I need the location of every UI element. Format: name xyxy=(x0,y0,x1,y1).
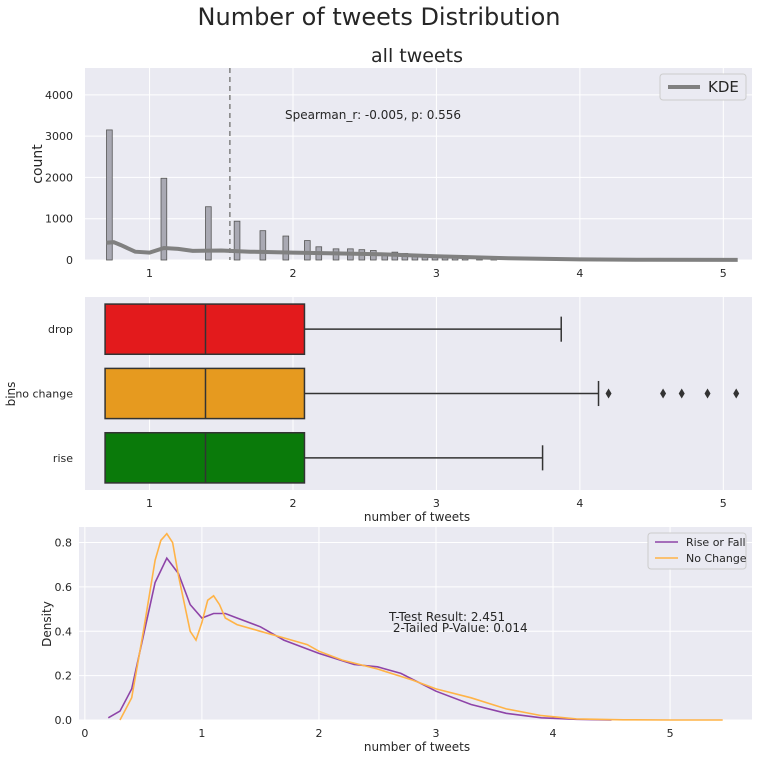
boxplot-ylabel: bins xyxy=(4,382,18,407)
boxplot-category-labels: drop no change rise xyxy=(15,323,73,465)
y-tick-label: 0.4 xyxy=(55,625,73,638)
x-tick-label: 3 xyxy=(432,727,439,740)
legend-kde-label: KDE xyxy=(708,78,739,96)
x-tick-label: 4 xyxy=(550,727,557,740)
histogram-yticks: 0 1000 2000 3000 4000 xyxy=(45,89,73,267)
x-tick-label: 1 xyxy=(146,267,153,280)
no-change-line xyxy=(119,532,723,721)
histogram-bar xyxy=(205,206,212,261)
ttest-annotation-line1: T-Test Result: 2.451 xyxy=(388,610,505,624)
outlier-marker xyxy=(605,388,612,399)
outlier-marker xyxy=(678,388,685,399)
x-tick-label: 3 xyxy=(433,267,440,280)
figure-suptitle: Number of tweets Distribution xyxy=(198,3,561,31)
histogram-bar xyxy=(282,235,290,261)
y-tick-label: 3000 xyxy=(45,130,73,143)
density-plot-area xyxy=(79,527,752,720)
x-tick-label: 2 xyxy=(315,727,322,740)
x-tick-label: 5 xyxy=(720,267,727,280)
histogram-grid xyxy=(85,68,752,261)
x-tick-label: 1 xyxy=(146,497,153,510)
histogram-title: all tweets xyxy=(371,45,463,67)
x-tick-label: 0 xyxy=(81,727,88,740)
ttest-annotation-line2: 2-Tailed P-Value: 0.014 xyxy=(389,621,528,635)
outlier-marker xyxy=(733,388,740,399)
histogram-legend: KDE xyxy=(659,73,747,101)
box-no-change xyxy=(104,367,740,420)
density-ylabel: Density xyxy=(40,601,54,647)
density-xticks: 0 1 2 3 4 5 xyxy=(81,727,673,740)
x-tick-label: 4 xyxy=(576,497,583,510)
category-label: no change xyxy=(15,388,73,401)
y-tick-label: 0.2 xyxy=(55,670,73,683)
y-tick-label: 4000 xyxy=(45,89,73,102)
histogram-bar xyxy=(304,240,311,261)
box-rise xyxy=(104,431,544,484)
y-tick-label: 1000 xyxy=(45,213,73,226)
histogram-plot-area xyxy=(85,68,752,260)
kde-line xyxy=(106,240,738,262)
x-tick-label: 1 xyxy=(198,727,205,740)
outlier-marker xyxy=(704,388,711,399)
boxplot-boxes xyxy=(104,303,740,484)
y-tick-label: 0.8 xyxy=(55,537,73,550)
histogram-panel: all tweets 1 2 3 4 5 0 1000 2000 3000 4000 count… xyxy=(30,45,752,280)
legend-rise-or-fall-label: Rise or Fall xyxy=(686,536,746,549)
boxplot-xticks: 1 2 3 4 5 xyxy=(146,497,727,510)
histogram-bar xyxy=(160,177,168,261)
spearman-annotation: Spearman_r: -0.005, p: 0.556 xyxy=(285,108,461,122)
y-tick-label: 2000 xyxy=(45,171,73,184)
category-label: drop xyxy=(48,323,73,336)
histogram-bar xyxy=(259,230,267,261)
density-xlabel: number of tweets xyxy=(364,740,470,754)
density-grid xyxy=(79,527,752,721)
density-yticks: 0.0 0.2 0.4 0.6 0.8 xyxy=(55,537,73,727)
histogram-bar xyxy=(106,129,113,261)
category-label: rise xyxy=(53,452,73,465)
y-tick-label: 0.0 xyxy=(55,714,73,727)
x-tick-label: 2 xyxy=(289,267,296,280)
boxplot-panel: 1 2 3 4 5 drop no change rise number of tweets… xyxy=(4,297,752,524)
legend-no-change-label: No Change xyxy=(686,552,747,565)
box-drop xyxy=(104,303,562,356)
rise-or-fall-line xyxy=(107,556,612,721)
x-tick-label: 2 xyxy=(289,497,296,510)
x-tick-label: 4 xyxy=(576,267,583,280)
histogram-bar xyxy=(233,220,241,261)
x-tick-label: 3 xyxy=(433,497,440,510)
histogram-xticks: 1 2 3 4 5 xyxy=(146,267,727,280)
histogram-ylabel: count xyxy=(30,144,46,184)
boxplot-xlabel: number of tweets xyxy=(364,510,470,524)
y-tick-label: 0.6 xyxy=(55,581,73,594)
legend-box xyxy=(659,73,747,101)
x-tick-label: 5 xyxy=(667,727,674,740)
density-legend: Rise or Fall No Change xyxy=(647,532,747,570)
outlier-marker xyxy=(660,388,667,399)
x-tick-label: 5 xyxy=(720,497,727,510)
y-tick-label: 0 xyxy=(66,254,73,267)
